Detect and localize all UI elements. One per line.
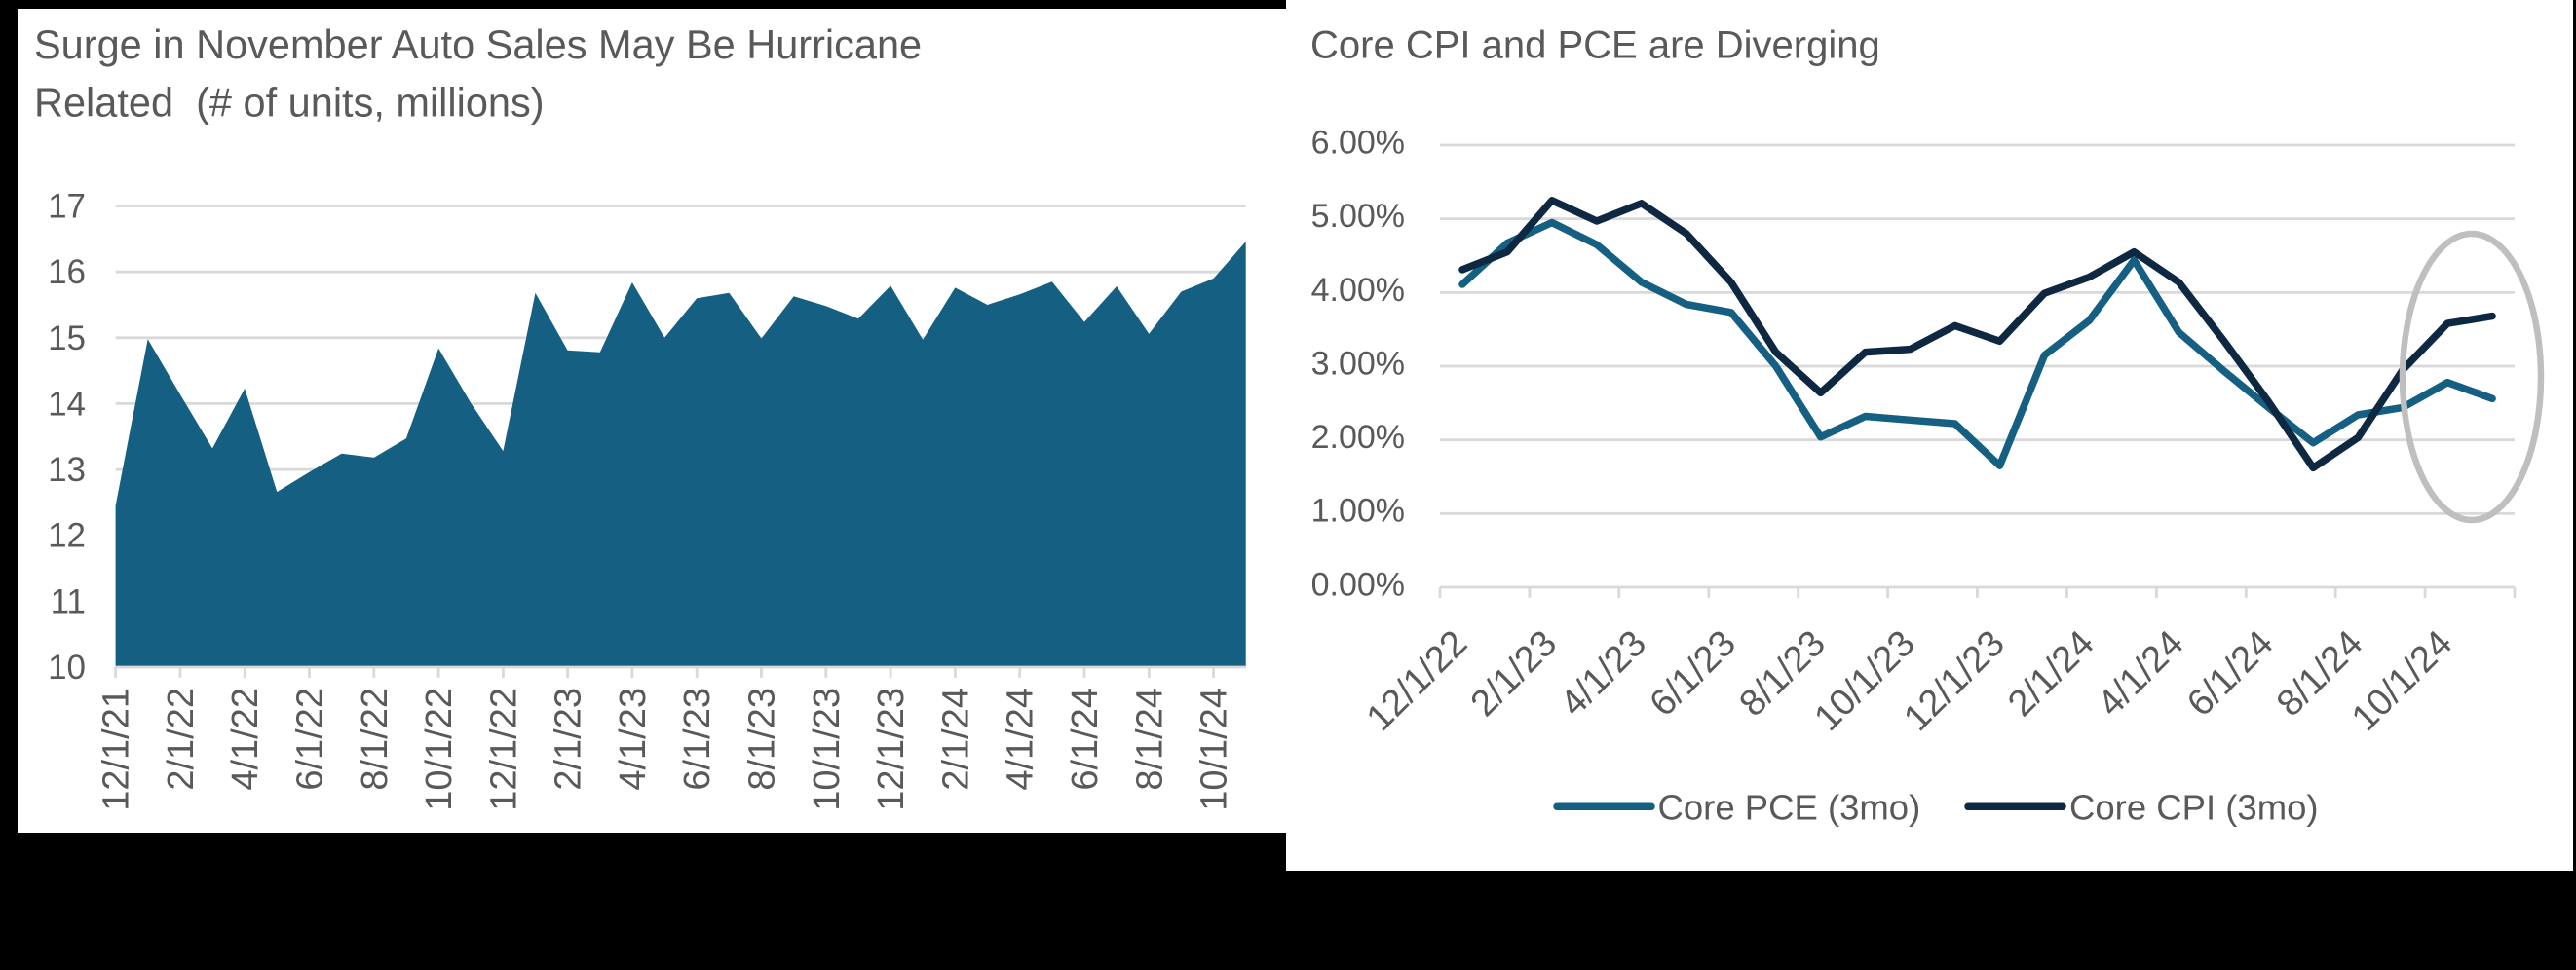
svg-text:4/1/24: 4/1/24 xyxy=(1001,688,1042,791)
svg-text:4/1/24: 4/1/24 xyxy=(2090,623,2191,725)
svg-text:15: 15 xyxy=(48,319,86,357)
svg-text:5.00%: 5.00% xyxy=(1311,198,1405,235)
svg-text:3.00%: 3.00% xyxy=(1311,345,1405,382)
svg-text:12: 12 xyxy=(48,517,86,555)
svg-text:1.00%: 1.00% xyxy=(1311,493,1405,530)
svg-text:10/1/23: 10/1/23 xyxy=(807,688,848,811)
svg-text:6/1/24: 6/1/24 xyxy=(1065,688,1106,791)
svg-text:0.00%: 0.00% xyxy=(1311,566,1405,603)
svg-text:10/1/23: 10/1/23 xyxy=(1807,623,1923,739)
svg-text:14: 14 xyxy=(48,385,86,423)
svg-text:2/1/24: 2/1/24 xyxy=(935,688,976,791)
svg-text:12/1/23: 12/1/23 xyxy=(871,688,912,811)
svg-text:13: 13 xyxy=(48,451,86,489)
svg-text:Core CPI (3mo): Core CPI (3mo) xyxy=(2069,788,2319,828)
svg-text:16: 16 xyxy=(48,253,86,291)
svg-text:6/1/22: 6/1/22 xyxy=(290,688,331,791)
svg-text:8/1/24: 8/1/24 xyxy=(1129,688,1170,791)
svg-text:Surge in November Auto Sales M: Surge in November Auto Sales May Be Hurr… xyxy=(34,21,922,67)
svg-text:6/1/23: 6/1/23 xyxy=(1643,623,1744,725)
svg-text:10/1/24: 10/1/24 xyxy=(2344,623,2460,739)
svg-text:12/1/22: 12/1/22 xyxy=(1359,623,1475,739)
svg-text:2.00%: 2.00% xyxy=(1311,419,1405,456)
svg-text:10/1/22: 10/1/22 xyxy=(419,688,460,811)
svg-text:17: 17 xyxy=(48,188,86,226)
svg-text:Core PCE (3mo): Core PCE (3mo) xyxy=(1658,788,1921,828)
svg-text:12/1/23: 12/1/23 xyxy=(1896,623,2012,739)
svg-text:10: 10 xyxy=(48,649,86,687)
svg-text:6/1/24: 6/1/24 xyxy=(2179,623,2281,725)
svg-text:Core CPI and PCE are Diverging: Core CPI and PCE are Diverging xyxy=(1310,24,1880,67)
svg-text:6.00%: 6.00% xyxy=(1311,124,1405,161)
svg-text:Related (# of units, millions: Related (# of units, millions) xyxy=(34,80,545,126)
svg-text:6/1/23: 6/1/23 xyxy=(677,688,718,791)
svg-text:12/1/22: 12/1/22 xyxy=(483,688,524,811)
svg-text:2/1/22: 2/1/22 xyxy=(161,688,202,791)
svg-text:4.00%: 4.00% xyxy=(1311,272,1405,309)
svg-text:2/1/23: 2/1/23 xyxy=(1463,623,1565,725)
svg-text:2/1/23: 2/1/23 xyxy=(549,688,589,791)
svg-text:10/1/24: 10/1/24 xyxy=(1194,688,1235,811)
svg-text:4/1/23: 4/1/23 xyxy=(613,688,654,791)
svg-text:8/1/22: 8/1/22 xyxy=(355,688,396,791)
svg-text:8/1/23: 8/1/23 xyxy=(742,688,783,791)
svg-text:4/1/22: 4/1/22 xyxy=(225,688,266,791)
svg-text:2/1/24: 2/1/24 xyxy=(2000,623,2102,725)
svg-text:4/1/23: 4/1/23 xyxy=(1553,623,1654,725)
svg-text:11: 11 xyxy=(51,582,86,620)
svg-text:12/1/21: 12/1/21 xyxy=(96,688,137,811)
